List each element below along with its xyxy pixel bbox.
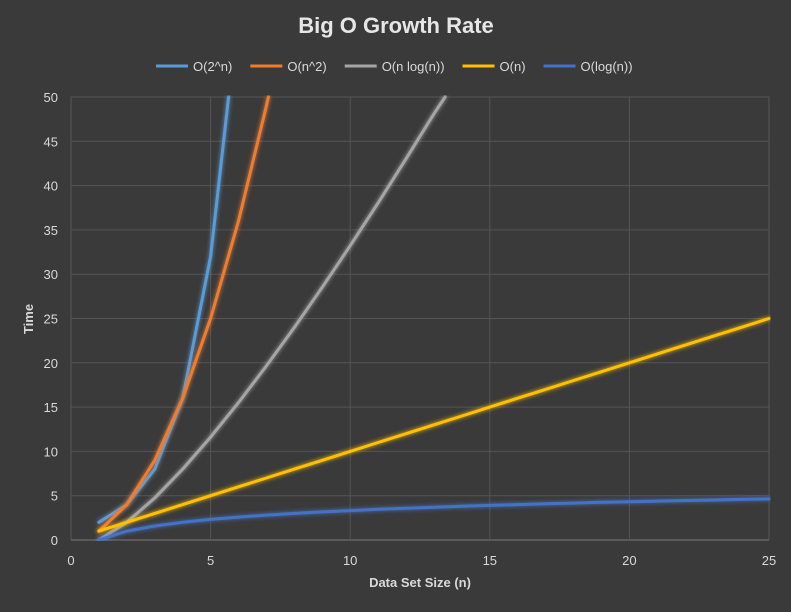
y-tick-label: 25 <box>44 312 58 327</box>
y-axis-label: Time <box>21 304 36 334</box>
series-line-o-n-2 <box>97 95 270 533</box>
x-axis-label: Data Set Size (n) <box>369 575 471 590</box>
x-tick-label: 10 <box>343 553 357 568</box>
series-line-o-n-log-n <box>97 95 447 541</box>
legend-item: O(log(n)) <box>543 59 633 74</box>
legend-item: O(n log(n)) <box>344 59 445 74</box>
x-tick-label: 15 <box>483 553 497 568</box>
x-tick-label: 0 <box>67 553 74 568</box>
gridlines <box>70 96 770 541</box>
legend-item: O(2^n) <box>156 59 232 74</box>
series-line-o-2-n <box>97 95 231 524</box>
y-tick-label: 0 <box>51 533 58 548</box>
y-axis-ticks: 0 5 10 15 20 25 30 35 40 45 50 <box>44 90 58 548</box>
legend-label: O(2^n) <box>193 59 232 74</box>
legend-label: O(n) <box>500 59 526 74</box>
y-tick-label: 30 <box>44 267 58 282</box>
series-line-o-log-n <box>97 497 771 541</box>
series-line-o-n <box>97 317 771 533</box>
x-axis-ticks: 0 5 10 15 20 25 <box>67 553 776 568</box>
legend-item: O(n) <box>462 59 526 74</box>
y-tick-label: 15 <box>44 400 58 415</box>
y-tick-label: 35 <box>44 223 58 238</box>
x-tick-label: 5 <box>207 553 214 568</box>
y-tick-label: 5 <box>51 489 58 504</box>
legend-item: O(n^2) <box>250 59 327 74</box>
chart-title: Big O Growth Rate <box>298 13 494 38</box>
y-tick-label: 10 <box>44 444 58 459</box>
x-tick-label: 25 <box>762 553 776 568</box>
y-tick-label: 20 <box>44 356 58 371</box>
legend: O(2^n) O(n^2) O(n log(n)) O(n) O(log(n)) <box>156 59 633 74</box>
legend-label: O(n^2) <box>287 59 326 74</box>
x-tick-label: 20 <box>622 553 636 568</box>
series-layer <box>97 95 771 541</box>
legend-label: O(log(n)) <box>581 59 633 74</box>
legend-label: O(n log(n)) <box>382 59 445 74</box>
y-tick-label: 45 <box>44 134 58 149</box>
y-tick-label: 50 <box>44 90 58 105</box>
y-tick-label: 40 <box>44 179 58 194</box>
